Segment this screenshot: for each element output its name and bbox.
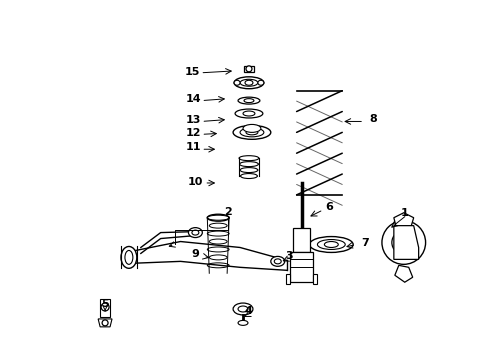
Ellipse shape: [239, 156, 259, 161]
Polygon shape: [394, 213, 414, 230]
Bar: [290, 252, 314, 282]
Polygon shape: [314, 274, 318, 284]
Ellipse shape: [324, 242, 338, 247]
Circle shape: [392, 231, 416, 255]
Polygon shape: [395, 265, 413, 282]
Ellipse shape: [125, 251, 133, 264]
Text: 1: 1: [401, 208, 409, 218]
Ellipse shape: [233, 125, 271, 139]
Ellipse shape: [243, 111, 255, 116]
Ellipse shape: [274, 259, 281, 264]
Ellipse shape: [207, 247, 229, 252]
Ellipse shape: [243, 125, 261, 132]
Polygon shape: [286, 274, 290, 284]
Circle shape: [102, 320, 108, 326]
Ellipse shape: [209, 239, 227, 244]
Text: 4: 4: [244, 306, 252, 316]
Ellipse shape: [244, 99, 254, 103]
Text: 6: 6: [325, 202, 333, 212]
Ellipse shape: [241, 174, 257, 179]
Ellipse shape: [258, 80, 264, 85]
Ellipse shape: [271, 256, 285, 266]
Ellipse shape: [121, 247, 137, 268]
Ellipse shape: [240, 79, 258, 86]
Text: 13: 13: [186, 116, 201, 126]
Text: 7: 7: [361, 238, 369, 248]
Circle shape: [101, 303, 109, 311]
Text: 14: 14: [186, 94, 201, 104]
Polygon shape: [394, 226, 418, 260]
Ellipse shape: [240, 162, 258, 167]
Ellipse shape: [318, 239, 345, 249]
Ellipse shape: [240, 128, 264, 137]
Ellipse shape: [209, 255, 227, 260]
Ellipse shape: [234, 80, 240, 85]
Ellipse shape: [235, 109, 263, 118]
Ellipse shape: [310, 237, 353, 252]
Text: 5: 5: [101, 299, 109, 309]
Bar: [244, 66, 254, 72]
Ellipse shape: [240, 168, 258, 172]
Ellipse shape: [209, 223, 227, 228]
Circle shape: [382, 221, 426, 264]
Ellipse shape: [233, 303, 253, 315]
Polygon shape: [98, 319, 112, 327]
Ellipse shape: [245, 80, 253, 85]
Ellipse shape: [238, 320, 248, 325]
Text: 10: 10: [188, 177, 203, 187]
Text: 9: 9: [192, 249, 199, 260]
Ellipse shape: [234, 77, 264, 89]
Text: 8: 8: [369, 114, 377, 125]
Ellipse shape: [246, 130, 258, 135]
Ellipse shape: [238, 97, 260, 104]
Ellipse shape: [207, 215, 229, 220]
Circle shape: [246, 66, 252, 72]
Ellipse shape: [189, 228, 202, 238]
Text: 3: 3: [285, 251, 293, 261]
Ellipse shape: [192, 230, 199, 235]
Text: 12: 12: [186, 129, 201, 138]
Ellipse shape: [207, 263, 229, 268]
Ellipse shape: [207, 231, 229, 236]
Ellipse shape: [238, 306, 248, 312]
Polygon shape: [100, 299, 110, 317]
Bar: [293, 228, 311, 252]
Text: 11: 11: [186, 142, 201, 152]
Text: 2: 2: [224, 207, 232, 217]
Text: 15: 15: [185, 67, 200, 77]
